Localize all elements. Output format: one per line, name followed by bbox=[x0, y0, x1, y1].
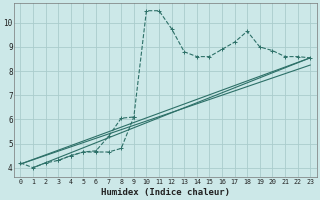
X-axis label: Humidex (Indice chaleur): Humidex (Indice chaleur) bbox=[101, 188, 230, 197]
